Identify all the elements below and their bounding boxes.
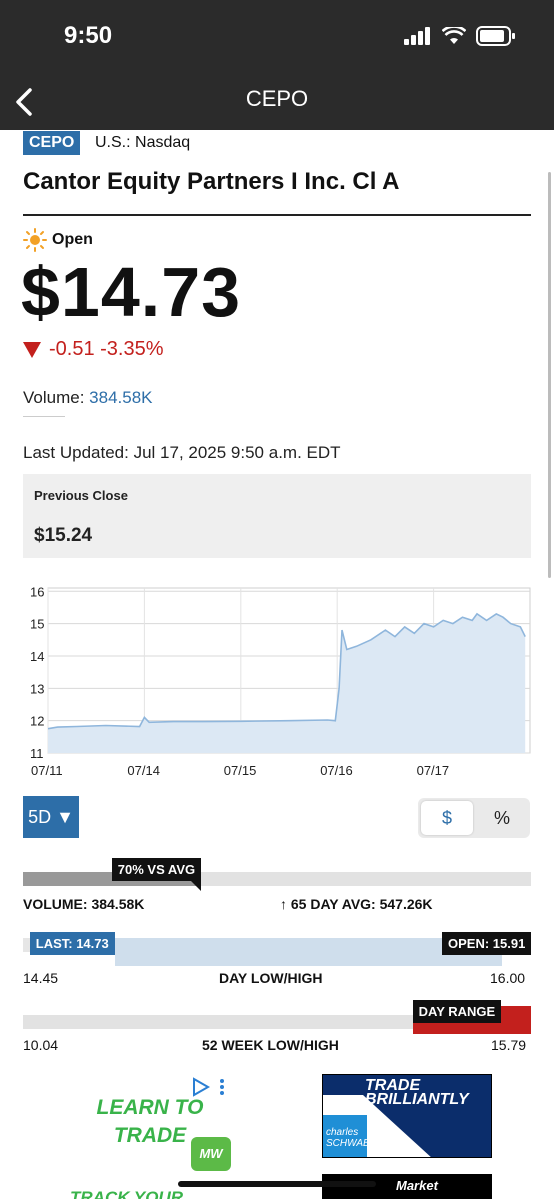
volume-label: Volume: [23,388,90,407]
volume-text: VOLUME: 384.58K [23,896,145,912]
x-tick-label: 07/11 [31,763,63,778]
volume-vs-avg-flag: 70% VS AVG [111,858,202,881]
day-range-fill [114,938,502,966]
dollar-toggle-button[interactable]: $ [421,801,473,835]
status-bar: 9:50 [0,0,554,74]
ad-schwab-headline: TRADE BRILLIANTLY [365,1077,469,1108]
week52-low: 10.04 [23,1037,59,1053]
volume-value: 384.58K [89,388,153,407]
symbol-badge: CEPO [23,131,81,155]
x-tick-label: 07/16 [320,763,353,778]
divider [23,416,65,417]
flag-tail [190,881,201,891]
week52-track [23,1015,531,1029]
x-tick-label: 07/15 [224,763,257,778]
ad-left-logo: MW [191,1137,231,1171]
value-mode-toggle: $ % [418,798,530,838]
y-tick-label: 14 [30,649,44,664]
day-range-flag: DAY RANGE [412,1000,502,1023]
y-tick-label: 11 [30,746,44,761]
home-indicator[interactable] [178,1181,376,1187]
price-change: -0.51 -3.35% [23,338,164,361]
market-status: Open [52,231,93,248]
range-dropdown-button[interactable]: 5D ▼ [23,796,79,838]
avg-volume-text: 65 DAY AVG: 547.26K [290,896,433,912]
ad-schwab-graphic [323,1075,491,1157]
day-range-label: DAY LOW/HIGH [219,970,323,986]
up-arrow-icon: ↑ [280,896,291,912]
back-chevron-icon[interactable] [10,82,40,122]
ad-marketwatch-brand: Market [396,1178,438,1193]
ad-left-text: LEARN TO TRADE [96,1096,204,1147]
percent-toggle-button[interactable]: % [493,808,510,828]
wifi-icon [442,27,466,44]
x-tick-label: 07/14 [127,763,160,778]
exchange-label: U.S.: Nasdaq [95,134,191,151]
y-tick-label: 12 [30,714,44,729]
day-low: 14.45 [23,970,59,986]
ad-choices-icon[interactable] [192,1077,232,1097]
day-high: 16.00 [490,970,526,986]
signal-icon [404,27,430,45]
nav-bar: CEPO [0,74,554,130]
price-line [47,612,526,730]
y-tick-label: 13 [30,681,44,696]
price-change-text: -0.51 -3.35% [49,338,164,360]
avg-volume: ↑ 65 DAY AVG: 547.26K [280,896,433,912]
last-price: $14.73 [21,253,242,331]
previous-close-box: Previous Close $15.24 [23,474,531,558]
company-name: Cantor Equity Partners I Inc. Cl A [23,168,400,195]
previous-close-value: $15.24 [34,525,93,546]
week52-high: 15.79 [491,1037,527,1053]
ad-schwab-brand: charles SCHWAB [326,1127,370,1149]
nav-title: CEPO [245,86,309,111]
open-price-flag: OPEN: 15.91 [442,932,532,955]
ad-track-text: TRACK YOUR [70,1188,184,1199]
status-time: 9:50 [64,22,113,49]
price-area [48,613,526,753]
previous-close-label: Previous Close [34,488,128,503]
range-dropdown-label: 5D [28,807,52,827]
week52-label: 52 WEEK LOW/HIGH [202,1037,339,1053]
ad-schwab[interactable]: TRADE BRILLIANTLY charles SCHWAB [322,1074,492,1158]
status-icons [404,26,516,46]
divider [23,214,531,216]
scrollbar[interactable] [548,172,551,578]
sun-icon [23,228,47,252]
quote-content: CEPO U.S.: Nasdaq Cantor Equity Partners… [0,130,554,1199]
volume-line: Volume: 384.58K [23,388,153,408]
battery-icon [476,26,515,46]
y-tick-label: 15 [30,617,44,632]
ad-learn-to-trade[interactable]: LEARN TO TRADE MW [70,1077,250,1199]
down-triangle-icon [23,341,41,358]
y-tick-label: 16 [30,584,44,599]
last-updated: Last Updated: Jul 17, 2025 9:50 a.m. EDT [23,443,341,462]
dropdown-triangle-icon: ▼ [56,807,74,827]
x-tick-label: 07/17 [417,763,450,778]
last-price-flag: LAST: 14.73 [29,932,115,955]
price-chart[interactable]: 11 12 13 14 15 16 07/11 07/14 07/15 07/16 07/17 [0,568,554,788]
